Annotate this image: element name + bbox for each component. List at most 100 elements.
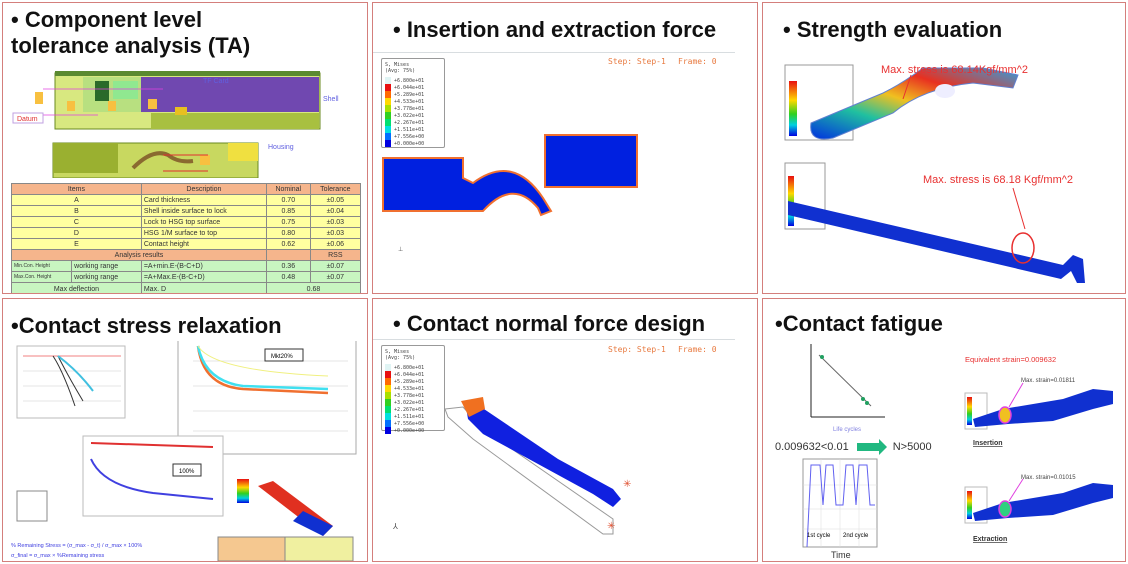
cell-nominal: 0.80 [265, 227, 311, 239]
cell-value: 0.68 [265, 282, 362, 293]
legend-value: +3.022e+01 [394, 399, 425, 406]
cell-item: B [11, 205, 142, 217]
cell-item: C [11, 216, 142, 228]
analysis-results-label: Analysis results [11, 249, 267, 261]
legend-swatch [385, 385, 391, 392]
cell-formula: Max. D [140, 282, 267, 293]
table-row: B Shell inside surface to lock 0.85 ±0.04 [11, 205, 362, 217]
header-description: Description [140, 183, 267, 195]
legend-entry: +1.511e+01 [385, 126, 441, 133]
panel-title: •Contact fatigue [775, 311, 943, 336]
cell-nominal: 0.36 [265, 260, 311, 272]
frame-label: Frame: 0 [678, 57, 717, 66]
analysis-header-row: Analysis results RSS [11, 249, 362, 261]
cell-desc: HSG 1/M surface to top [140, 227, 267, 239]
panel-contact-stress-relaxation: •Contact stress relaxation Mkt20% 100% %… [2, 298, 368, 562]
cell-tol: ±0.05 [309, 194, 362, 206]
legend-swatch [385, 133, 391, 140]
header-tolerance: Tolerance [309, 183, 362, 195]
legend-value: +6.044e+01 [394, 371, 425, 378]
cell-tol: ±0.07 [309, 271, 362, 283]
table-row: A Card thickness 0.70 ±0.05 [11, 194, 362, 206]
legend-value: +1.511e+01 [394, 413, 425, 420]
cell-tol: ±0.03 [309, 216, 362, 228]
insertion-max-strain: Max. strain=0.01811 [1021, 378, 1076, 384]
datum-label: Datum [17, 116, 38, 123]
life-cycles-result: N>5000 [892, 441, 932, 453]
panel-strength-evaluation: • Strength evaluation Max. stress is 68.… [762, 2, 1126, 294]
insertion-fea-model: ⊥ [382, 134, 638, 253]
legend-swatch [385, 98, 391, 105]
strain-cycle-chart: 1st cycle 2nd cycle Time [802, 458, 878, 560]
legend-swatch [385, 427, 391, 434]
legend-entry: +7.556e+00 [385, 133, 441, 140]
legend-value: +6.800e+01 [394, 77, 425, 84]
legend-entry: +6.044e+01 [385, 371, 441, 378]
legend-value: +7.556e+00 [394, 133, 425, 140]
cell-name: Min.Con. Height [10, 260, 73, 272]
extraction-max-strain: Max. strain=0.01015 [1021, 475, 1076, 481]
cell-range: working range [71, 271, 142, 283]
legend-entry: +7.556e+00 [385, 420, 441, 427]
chart-callout-2: 100% [179, 469, 195, 475]
legend-subtitle: (Avg: 75%) [385, 68, 416, 74]
legend-entry: +6.800e+01 [385, 364, 441, 371]
legend-entry: +2.267e+01 [385, 119, 441, 126]
cell-tol: ±0.03 [309, 227, 362, 239]
legend-swatch [385, 399, 391, 406]
legend-swatch [385, 378, 391, 385]
header-items: Items [11, 183, 142, 195]
legend-entry: +3.778e+01 [385, 392, 441, 399]
header-nominal: Nominal [265, 183, 311, 195]
time-axis-label: Time [831, 550, 851, 560]
connector-cross-section-diagram: Datum TF Card Shell Housing [12, 71, 339, 178]
cell-name: Max.Con. Height [10, 271, 73, 283]
axis-triad-icon: ⅄ [392, 522, 398, 531]
legend-value: +7.556e+00 [394, 420, 425, 427]
legend-entry: +0.000e+00 [385, 140, 441, 147]
fatigue-fea-models: Insertion Extraction [964, 382, 1113, 543]
cell-desc: Lock to HSG top surface [140, 216, 267, 228]
legend-entry: +4.533e+01 [385, 98, 441, 105]
cell-nominal: 0.70 [265, 194, 311, 206]
legend-value: +5.289e+01 [394, 378, 425, 385]
legend-entry: +3.778e+01 [385, 105, 441, 112]
cell-desc: Contact height [140, 238, 267, 250]
stress-legend: S, Mises (Avg: 75%) +6.800e+01 +6.044e+01 +5… [381, 345, 445, 434]
first-cycle-label: 1st cycle [807, 533, 831, 539]
equivalent-strain-label: Equivalent strain=0.009632 [965, 355, 1057, 364]
panel-title: •Contact stress relaxation [11, 313, 282, 338]
legend-subtitle: (Avg: 75%) [385, 355, 416, 361]
arrow-right-icon [856, 439, 887, 455]
boundary-condition-icon: ✳ [623, 479, 631, 490]
step-label: Step: Step-1 [608, 345, 666, 354]
cell-nominal: 0.48 [265, 271, 311, 283]
max-stress-annotation-2: Max. stress is 68.18 Kgf/mm^2 [923, 174, 1073, 186]
cell-range: working range [71, 260, 142, 272]
panel-title: • Insertion and extraction force [393, 17, 717, 42]
title-line-1: • Component level [11, 7, 203, 32]
chart-callout-1: Mkt20% [271, 354, 293, 360]
cell-item: D [11, 227, 142, 239]
panel-tolerance-analysis: • Component level tolerance analysis (TA… [2, 2, 368, 294]
legend-value: +2.267e+01 [394, 119, 425, 126]
cell-desc: Card thickness [140, 194, 267, 206]
legend-title: S, Mises [385, 349, 410, 355]
boundary-condition-icon: ✳ [607, 521, 615, 532]
panel-contact-normal-force: • Contact normal force design S, Mises (A… [372, 298, 758, 562]
legend-value: +0.000e+00 [394, 427, 425, 434]
remaining-stress-formula: % Remaining Stress = (σ_max - σ_t) / σ_m… [11, 543, 142, 549]
legend-swatch [385, 406, 391, 413]
legend-value: +3.022e+01 [394, 112, 425, 119]
table-row: Min.Con. Height working range =A+min.E-(B-… [10, 260, 362, 272]
legend-value: +3.778e+01 [394, 105, 425, 112]
legend-value: +1.511e+01 [394, 126, 425, 133]
cell-item: E [11, 238, 142, 250]
panel-contact-fatigue: •Contact fatigue Life cycles 0.009632<0.… [762, 298, 1126, 562]
legend-swatch [385, 420, 391, 427]
table-row: Max.Con. Height working range =A+Max.E-(B-… [10, 271, 362, 283]
strength-fea-models: Max. stress is 68.14Kgf/mm^2 Max. stress… [784, 64, 1085, 283]
legend-title: S, Mises [385, 62, 410, 68]
legend-entry: +4.533e+01 [385, 385, 441, 392]
housing-label: Housing [268, 144, 294, 151]
